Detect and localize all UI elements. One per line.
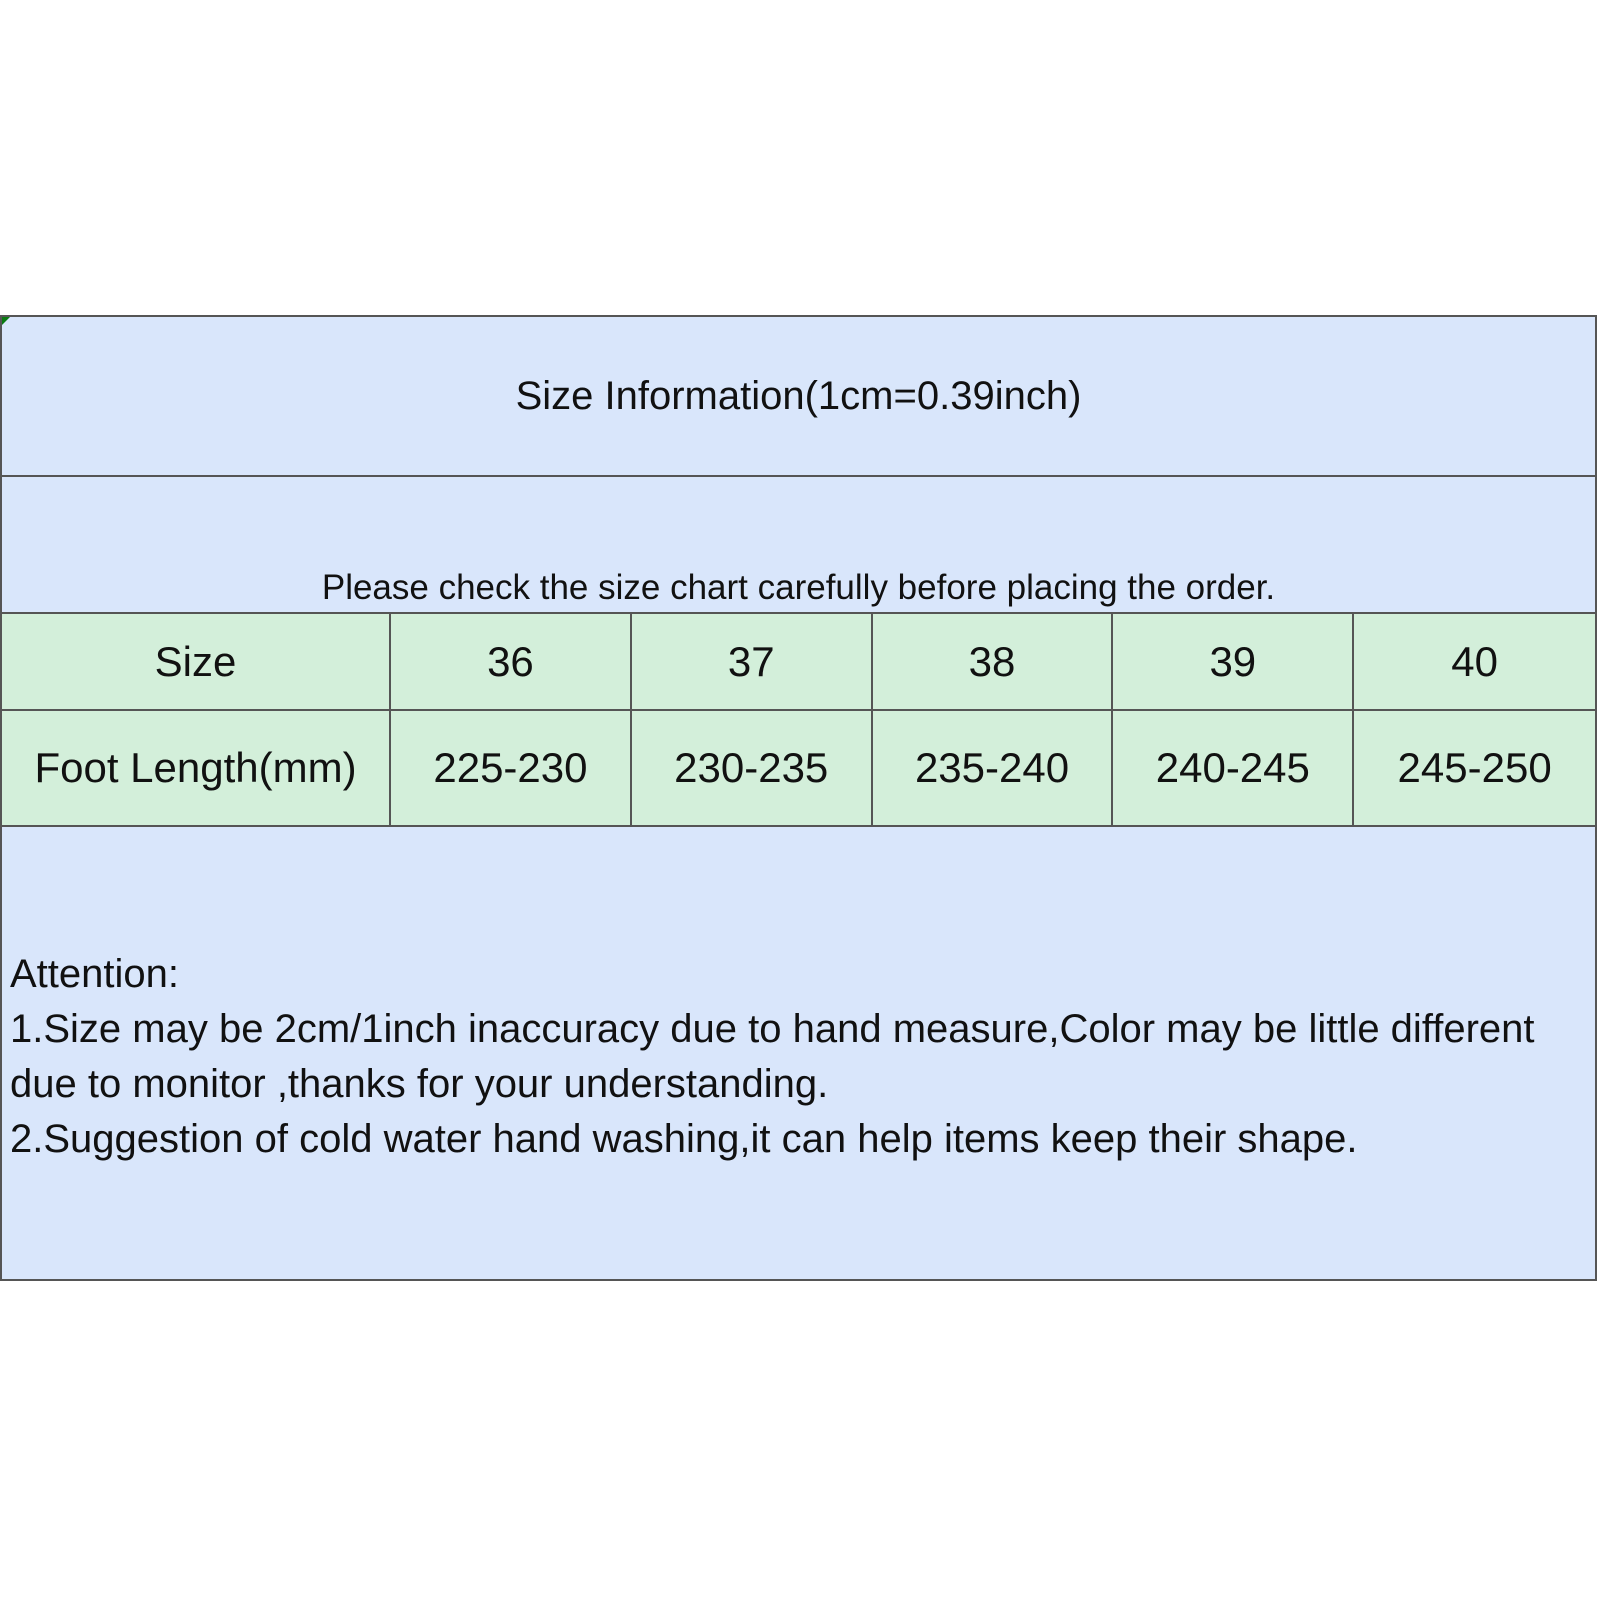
note-item: 1.Size may be 2cm/1inch inaccuracy due t… <box>10 1007 1535 1106</box>
table-cell: 225-230 <box>391 711 632 825</box>
table-cell: 230-235 <box>632 711 873 825</box>
chart-subtitle: Please check the size chart carefully be… <box>2 477 1595 614</box>
chart-title: Size Information(1cm=0.39inch) <box>2 317 1595 477</box>
size-chart: Size Information(1cm=0.39inch) Please ch… <box>0 315 1597 1281</box>
table-cell: 235-240 <box>873 711 1114 825</box>
header-cell: 36 <box>391 614 632 709</box>
header-cell: 38 <box>873 614 1114 709</box>
size-row: Size 36 37 38 39 40 <box>2 614 1595 711</box>
attention-heading: Attention: <box>10 952 180 996</box>
note-item: 2.Suggestion of cold water hand washing,… <box>10 1117 1358 1161</box>
foot-length-row: Foot Length(mm) 225-230 230-235 235-240 … <box>2 711 1595 827</box>
header-cell: 39 <box>1113 614 1355 709</box>
corner-marker <box>2 317 10 325</box>
header-cell: 40 <box>1451 637 1498 685</box>
attention-notes: Attention: 1.Size may be 2cm/1inch inacc… <box>10 947 1570 1167</box>
table-cell: 240-245 <box>1113 711 1355 825</box>
table-cell: Foot Length(mm) <box>2 711 392 825</box>
table-cell: 245-250 <box>1397 744 1552 791</box>
header-cell: Size <box>2 614 392 709</box>
header-cell: 37 <box>632 614 873 709</box>
